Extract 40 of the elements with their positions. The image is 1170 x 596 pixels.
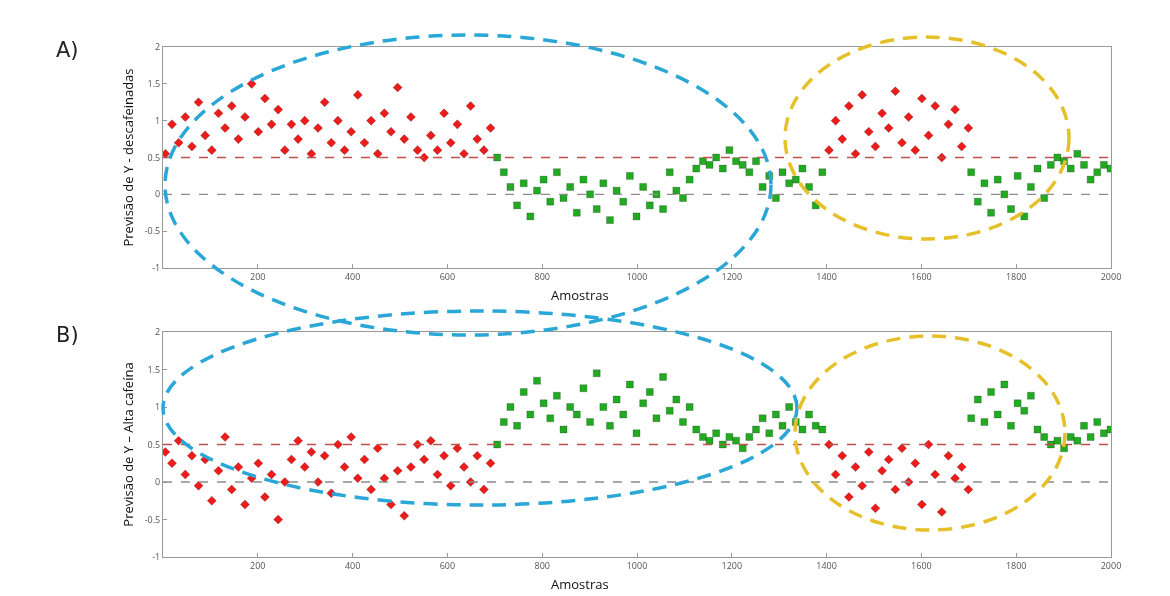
x-tick-label: 2000 xyxy=(1100,558,1122,572)
x-tick-label: 800 xyxy=(534,269,550,283)
x-tick-label: 1600 xyxy=(911,269,932,283)
x-tick-label: 1800 xyxy=(1005,558,1027,572)
x-tick-label: 1400 xyxy=(816,269,837,283)
y-tick-label: 1 xyxy=(155,113,161,127)
x-tick-label: 1000 xyxy=(626,558,648,572)
y-tick-label: -1 xyxy=(152,550,161,564)
text: A) xyxy=(56,38,79,62)
y-tick-label: 1.5 xyxy=(147,76,161,90)
y-tick-label: 1.5 xyxy=(147,362,161,376)
y-axis-title: Previsão de Y – Alta cafeína xyxy=(118,362,137,527)
x-tick-label: 2000 xyxy=(1100,269,1122,283)
y-tick-label: 2 xyxy=(155,40,161,54)
y-tick-label: 2 xyxy=(155,325,161,339)
x-tick-label: 200 xyxy=(250,558,266,572)
text: B) xyxy=(56,323,79,347)
y-axis-title: Previsão de Y - descafeinadas xyxy=(118,68,137,247)
x-tick-label: 1000 xyxy=(626,269,648,283)
y-tick-label: 0 xyxy=(155,475,161,489)
y-tick-label: -0.5 xyxy=(144,512,161,526)
y-tick-label: 1 xyxy=(155,400,161,414)
x-tick-label: 1400 xyxy=(816,558,837,572)
x-tick-label: 800 xyxy=(534,558,550,572)
x-tick-label: 1600 xyxy=(911,558,932,572)
x-axis-title: Amostras xyxy=(551,286,609,304)
y-tick-label: 0 xyxy=(155,187,161,201)
x-tick-label: 200 xyxy=(250,269,266,283)
x-tick-label: 1200 xyxy=(721,269,743,283)
x-tick-label: 400 xyxy=(344,269,361,283)
x-tick-label: 400 xyxy=(344,558,361,572)
y-tick-label: -1 xyxy=(152,261,161,275)
x-axis-title: Amostras xyxy=(551,575,609,593)
x-tick-label: 1200 xyxy=(721,558,743,572)
y-tick-label: -0.5 xyxy=(144,224,161,238)
y-tick-label: 0.5 xyxy=(147,150,161,164)
x-tick-label: 1800 xyxy=(1005,269,1027,283)
x-tick-label: 600 xyxy=(439,558,456,572)
x-tick-label: 600 xyxy=(439,269,456,283)
y-tick-label: 0.5 xyxy=(147,437,161,451)
